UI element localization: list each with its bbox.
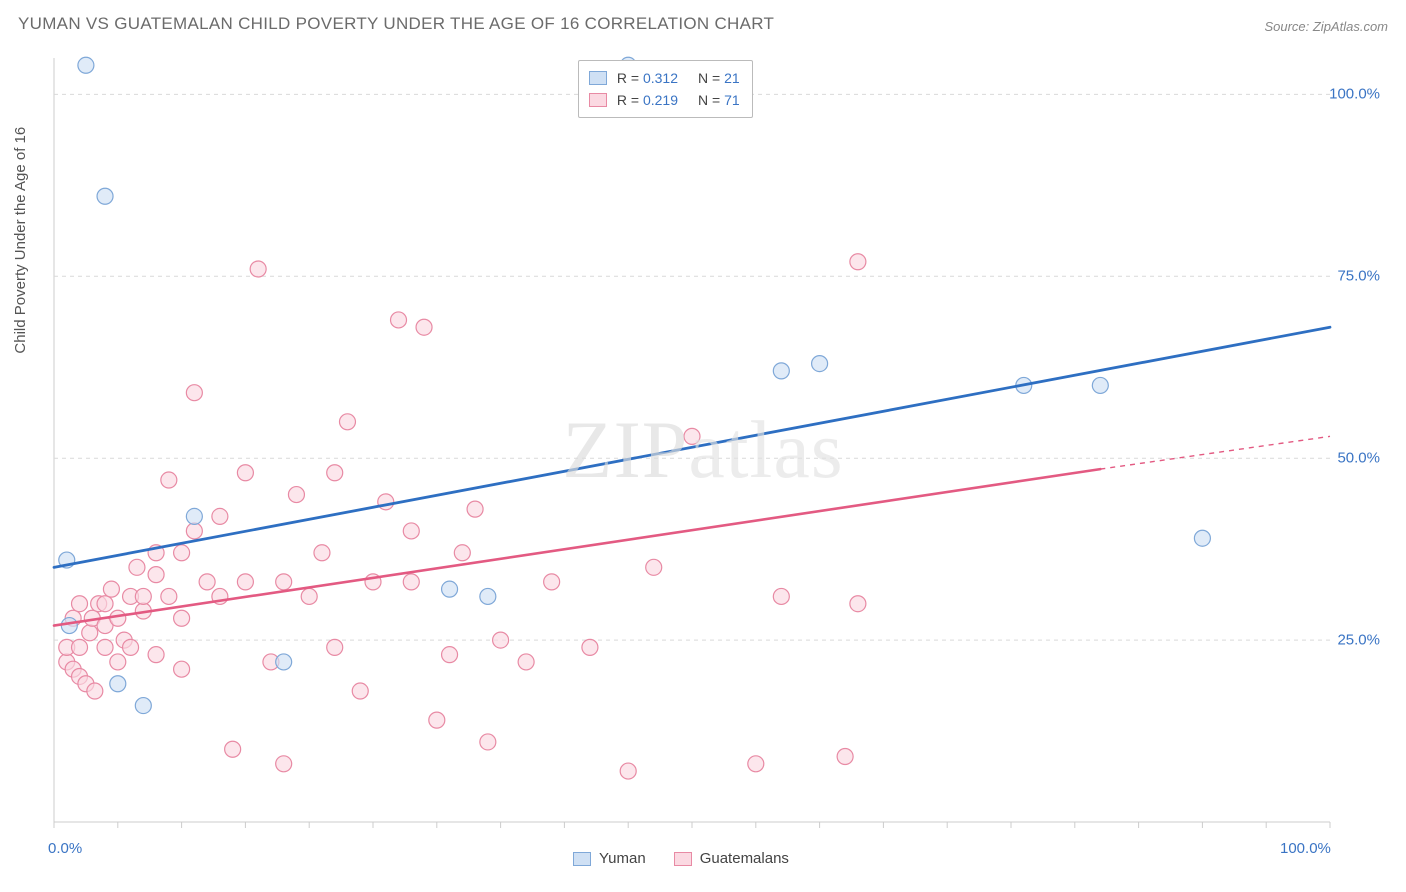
x-axis-min-label: 0.0% [48, 840, 82, 857]
scatter-chart [18, 50, 1338, 850]
legend-swatch [674, 852, 692, 866]
series-legend-item: Yuman [573, 850, 646, 867]
correlation-legend: R = 0.312 N = 21 R = 0.219 N = 71 [578, 60, 753, 118]
legend-n: N = 71 [698, 89, 740, 111]
legend-r: R = 0.219 [613, 89, 678, 111]
y-tick-label: 75.0% [1337, 268, 1380, 285]
x-axis-max-label: 100.0% [1280, 840, 1331, 857]
legend-row: R = 0.219 N = 71 [589, 89, 740, 111]
series-legend-item: Guatemalans [674, 850, 789, 867]
y-axis-label: Child Poverty Under the Age of 16 [12, 127, 29, 354]
legend-n: N = 21 [698, 67, 740, 89]
legend-swatch [589, 93, 607, 107]
y-tick-label: 100.0% [1329, 86, 1380, 103]
series-name: Guatemalans [700, 850, 789, 867]
legend-r: R = 0.312 [613, 67, 678, 89]
chart-title: YUMAN VS GUATEMALAN CHILD POVERTY UNDER … [18, 14, 774, 34]
legend-swatch [589, 71, 607, 85]
y-tick-label: 50.0% [1337, 450, 1380, 467]
chart-container: Child Poverty Under the Age of 16 ZIPatl… [18, 50, 1388, 884]
series-legend: Yuman Guatemalans [573, 850, 789, 867]
source-credit: Source: ZipAtlas.com [1264, 19, 1388, 34]
series-name: Yuman [599, 850, 646, 867]
y-tick-label: 25.0% [1337, 632, 1380, 649]
legend-swatch [573, 852, 591, 866]
legend-row: R = 0.312 N = 21 [589, 67, 740, 89]
